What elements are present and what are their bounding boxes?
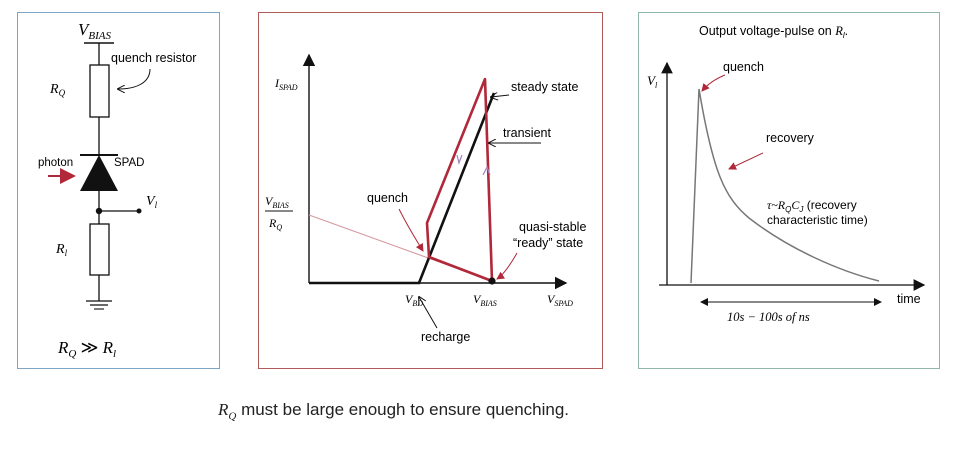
duration-label: 10s − 100s of ns xyxy=(727,310,810,324)
circuit-diagram: VBIAS RQ quench resistor SPAD photon Vl … xyxy=(38,20,196,360)
loop-direction-arrow-up xyxy=(482,165,491,176)
circuit-panel: VBIAS RQ quench resistor SPAD photon Vl … xyxy=(17,12,220,369)
quasi-stable-label: quasi-stable xyxy=(519,220,586,234)
quench-resistor-label: quench resistor xyxy=(111,51,196,65)
steady-state-label: steady state xyxy=(511,80,578,94)
vbias-tick-label: VBIAS xyxy=(473,292,497,308)
vbias-label: VBIAS xyxy=(78,20,111,42)
vl-label: Vl xyxy=(146,194,158,210)
steady-state-pointer xyxy=(491,95,510,97)
vl-terminal xyxy=(136,208,142,214)
tau-line-1: τ~RQCJ (recovery xyxy=(767,198,857,214)
x-axis-label: VSPAD xyxy=(547,292,573,308)
iv-transient-loop xyxy=(425,77,494,283)
operating-point xyxy=(488,277,496,285)
recharge-label: recharge xyxy=(421,330,470,344)
quench-label: quench xyxy=(367,191,408,205)
spad-diode-icon xyxy=(80,155,118,191)
ready-state-pointer xyxy=(496,252,518,280)
transient-label: transient xyxy=(503,126,551,140)
footer-symbol-sub: Q xyxy=(228,410,237,423)
footer-symbol: R xyxy=(218,400,229,419)
spad-label: SPAD xyxy=(114,157,144,169)
photon-label: photon xyxy=(38,157,73,169)
tau-line-2: characteristic time) xyxy=(767,213,868,227)
rl-resistor xyxy=(89,223,110,276)
iv-steady-curve xyxy=(309,92,496,285)
ready-state-label: “ready” state xyxy=(513,236,583,250)
iv-diagram: ISPAD VSPAD VBIAS RQ VBD VBIAS steady st… xyxy=(265,53,586,344)
pulse-panel: Output voltage-pulse on Rl. Vl time quen… xyxy=(638,12,940,369)
y-axis-label: ISPAD xyxy=(274,76,298,92)
recharge-pointer xyxy=(419,297,438,329)
vbias-over-rq-numerator: VBIAS xyxy=(265,194,289,210)
rl-label: Rl xyxy=(55,242,68,258)
recovery-pointer xyxy=(728,152,764,170)
loop-direction-arrow-down xyxy=(456,154,463,166)
recovery-label: recovery xyxy=(766,131,815,145)
quench-resistor-pointer xyxy=(118,68,151,89)
vbias-over-rq-denominator: RQ xyxy=(268,216,282,232)
pulse-y-label: Vl xyxy=(647,73,658,90)
pulse-diagram: Output voltage-pulse on Rl. Vl time quen… xyxy=(647,24,926,324)
pulse-quench-label: quench xyxy=(723,60,764,74)
pulse-quench-pointer xyxy=(701,74,726,92)
rq-resistor xyxy=(89,64,110,118)
pulse-title: Output voltage-pulse on Rl. xyxy=(699,24,848,40)
time-label: time xyxy=(897,292,921,306)
pulse-curve xyxy=(690,88,880,284)
quench-pointer xyxy=(398,208,424,252)
iv-panel: ISPAD VSPAD VBIAS RQ VBD VBIAS steady st… xyxy=(258,12,603,369)
footer-text: must be large enough to ensure quenching… xyxy=(236,400,570,419)
rq-label: RQ xyxy=(49,82,66,98)
rq-rl-relation: RQ ≫ Rl xyxy=(57,338,116,360)
vbd-label: VBD xyxy=(405,292,423,308)
footer-note: RQ must be large enough to ensure quench… xyxy=(218,400,569,422)
